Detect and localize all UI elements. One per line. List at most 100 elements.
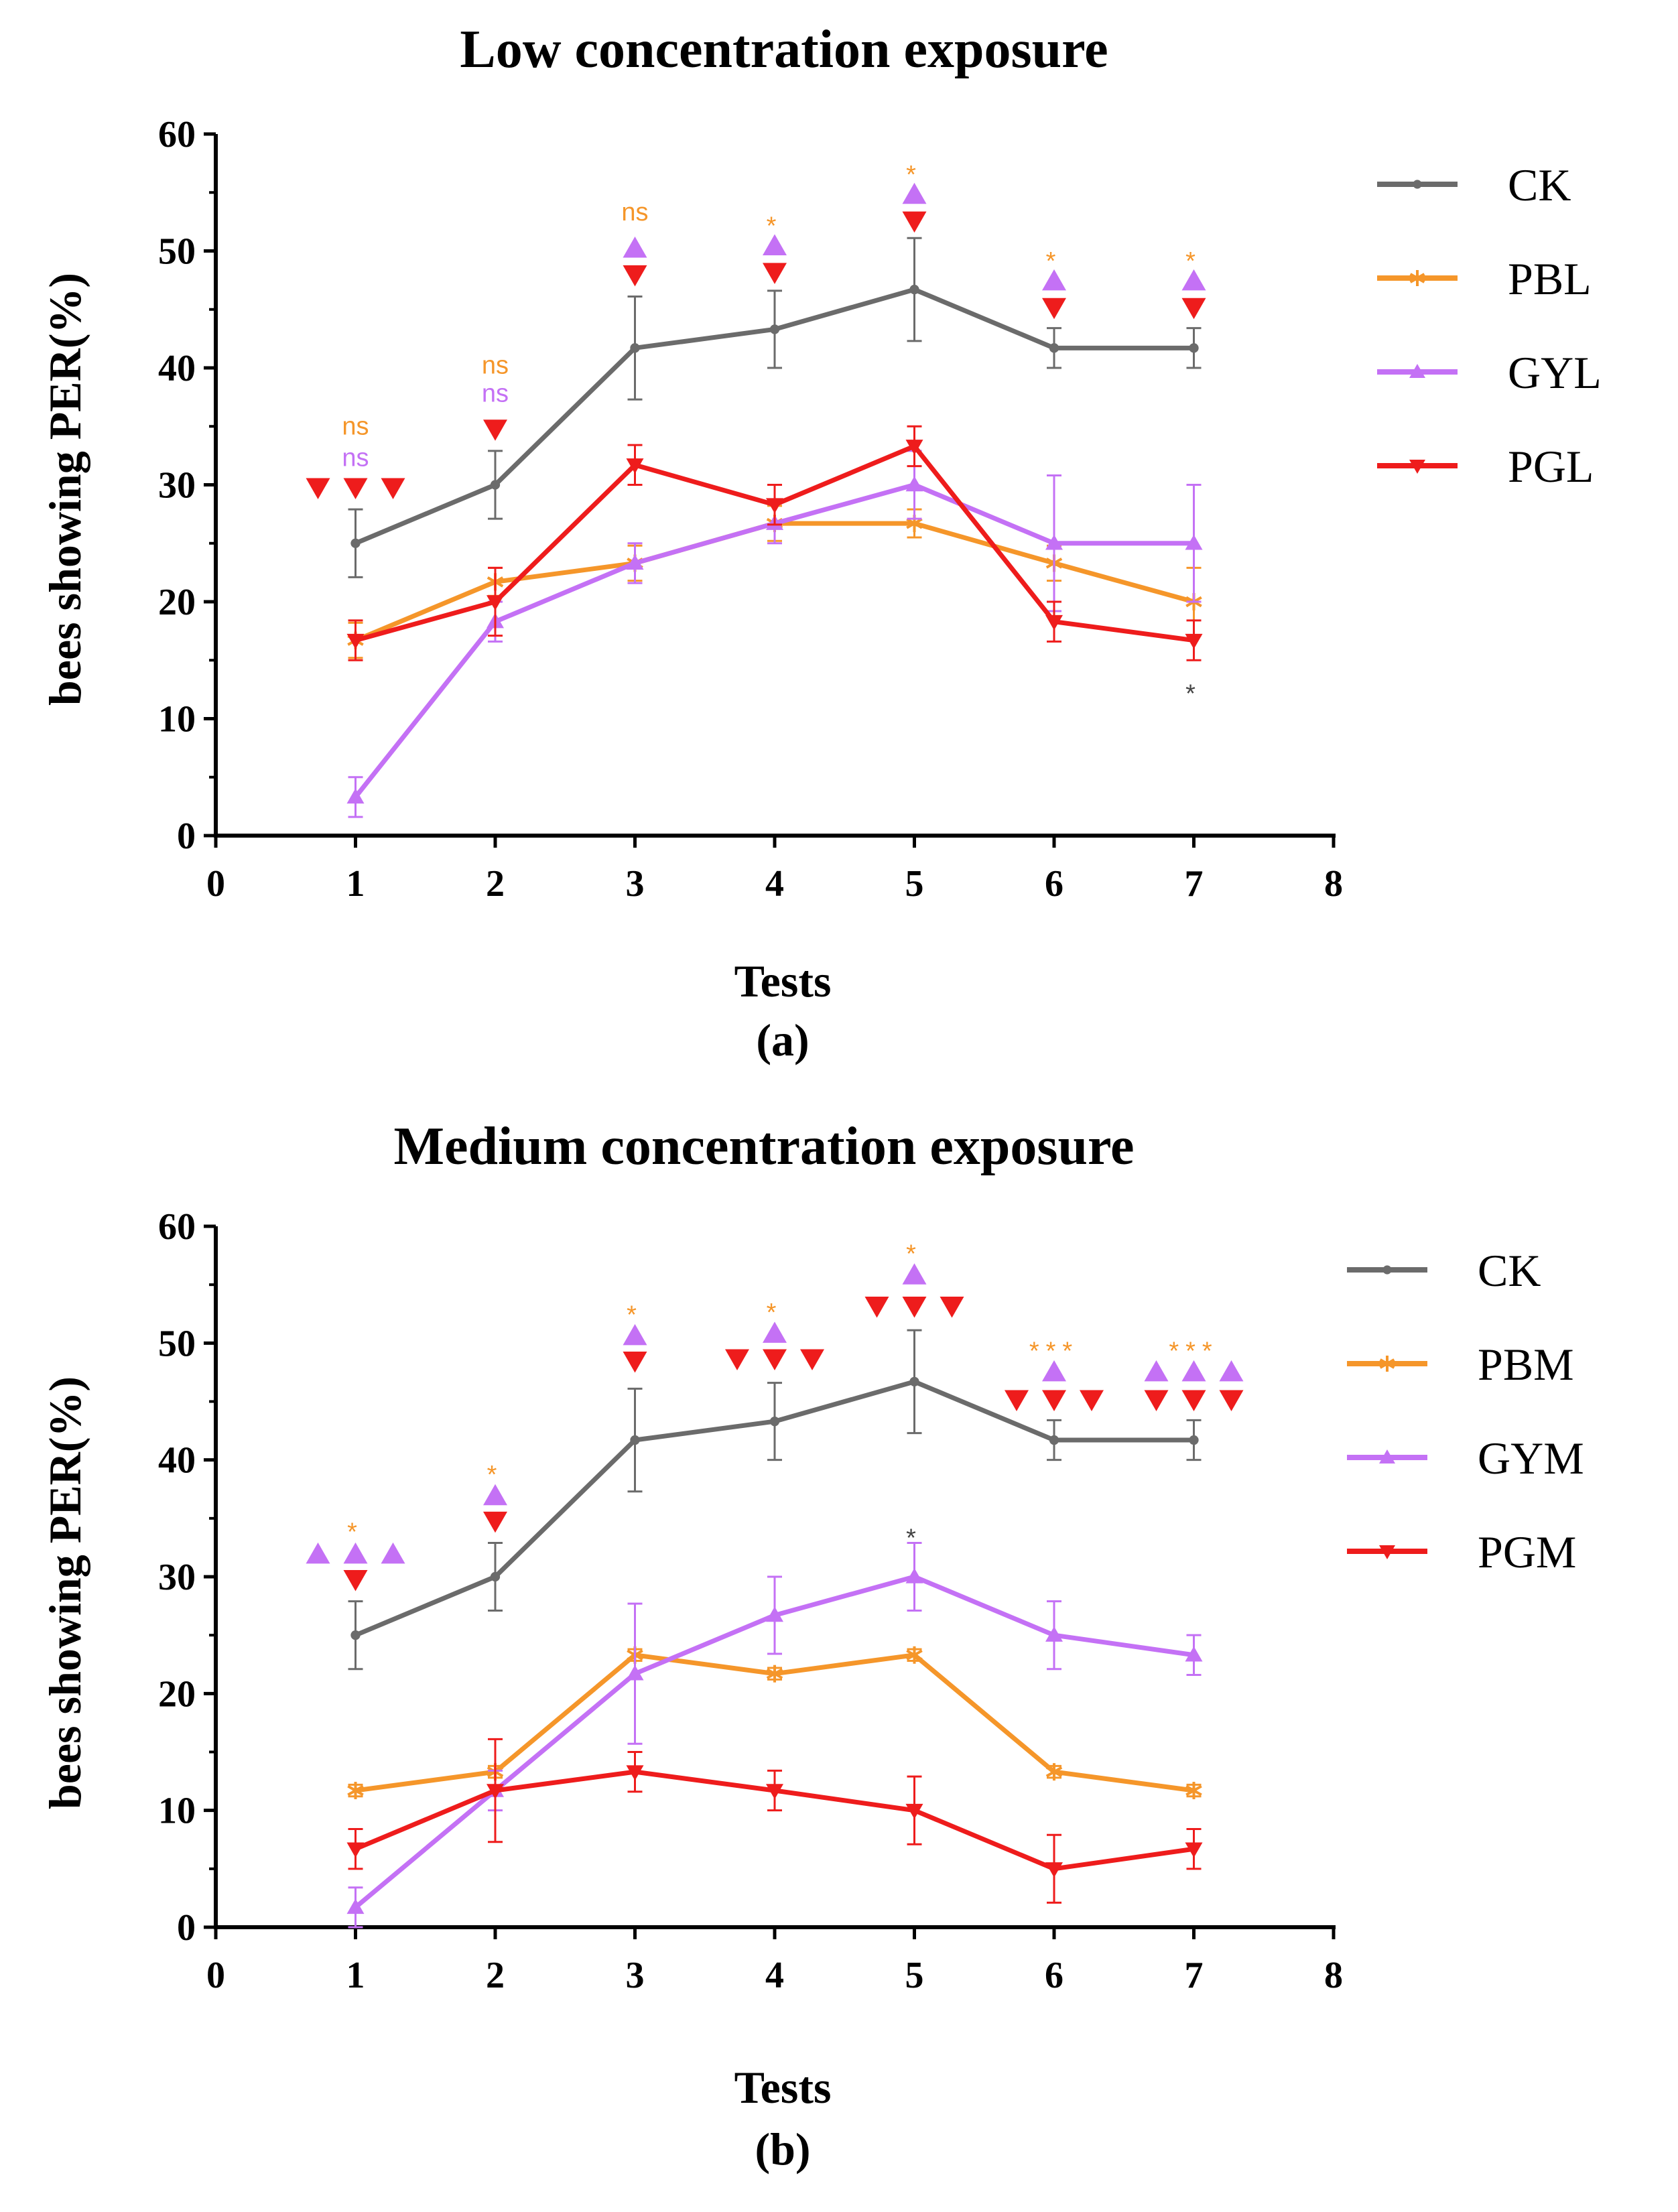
annotations: *** ***** **** (306, 1240, 1244, 1591)
significance-marker (1005, 1390, 1029, 1412)
chart-panel-b: Medium concentration exposure 0102030405… (40, 1117, 1584, 2174)
axes: 0 10 20 30 40 50 60 0 1 2 3 4 5 6 7 8 (158, 114, 1343, 905)
significance-marker (1080, 1390, 1104, 1412)
series-pgm (346, 1738, 1203, 1904)
data-point (906, 1646, 923, 1664)
data-point (1185, 633, 1203, 649)
significance-label: ns (482, 352, 509, 380)
significance-marker (725, 1349, 749, 1370)
x-tick-label: 2 (486, 863, 505, 905)
x-tick-label: 3 (626, 863, 645, 905)
significance-marker (623, 1323, 647, 1346)
data-point (1049, 1435, 1059, 1445)
y-tick-label: 40 (158, 348, 196, 389)
legend: CK PBL GYL PGL (1377, 159, 1602, 492)
chart-panel-a: Low concentration exposure 0102030405060… (40, 20, 1602, 1065)
significance-marker (381, 1542, 405, 1564)
series-layer (346, 237, 1203, 818)
significance-marker (306, 478, 330, 499)
data-point (1045, 534, 1063, 550)
significance-marker (381, 478, 405, 499)
data-point (347, 1782, 364, 1800)
y-tick-label: 30 (158, 1557, 196, 1598)
significance-marker (800, 1349, 824, 1370)
y-tick-label: 10 (158, 699, 196, 740)
significance-marker (623, 237, 647, 258)
significance-marker (306, 1542, 330, 1564)
significance-label: ns (621, 198, 648, 226)
significance-marker (1181, 1360, 1206, 1382)
x-tick-label: 2 (486, 1955, 505, 1996)
data-point (905, 1803, 923, 1819)
data-point (626, 554, 644, 570)
data-point (1049, 343, 1059, 353)
x-tick-label: 0 (206, 863, 225, 905)
data-point (346, 633, 365, 649)
significance-marker (1144, 1390, 1169, 1412)
significance-label: * (767, 1299, 783, 1327)
x-tick-label: 5 (905, 1955, 924, 1996)
significance-marker (1181, 298, 1206, 320)
legend-label: PBM (1478, 1339, 1574, 1390)
significance-marker (623, 1351, 647, 1373)
data-point (350, 538, 361, 548)
x-axis-label: Tests (734, 2062, 832, 2113)
significance-marker (763, 234, 787, 256)
star-stroke (1185, 1784, 1202, 1797)
significance-marker (1042, 1390, 1066, 1412)
y-axis-label: bees showing PER(%) (40, 1376, 90, 1809)
data-point (766, 498, 783, 514)
significance-marker (902, 1297, 927, 1318)
significance-label: * (627, 1301, 643, 1329)
data-point (630, 1435, 640, 1445)
significance-marker (343, 1569, 368, 1591)
significance-marker (902, 1263, 927, 1285)
significance-label: * (487, 1461, 504, 1489)
x-tick-label: 6 (1045, 863, 1063, 905)
significance-marker (1042, 298, 1066, 320)
star-stroke (347, 1784, 364, 1797)
data-point (909, 284, 919, 295)
y-tick-label: 30 (158, 465, 196, 507)
significance-label: ns (342, 444, 369, 472)
x-tick-label: 8 (1324, 863, 1343, 905)
x-tick-label: 7 (1185, 863, 1204, 905)
data-point (769, 324, 780, 334)
x-tick-label: 5 (905, 863, 924, 905)
data-point (1185, 1646, 1203, 1662)
star-stroke (1045, 1766, 1063, 1778)
chart-title: Medium concentration exposure (393, 1117, 1134, 1176)
data-point (909, 1376, 919, 1387)
significance-marker (902, 211, 927, 233)
significance-label: * (767, 212, 783, 241)
significance-marker (763, 263, 787, 284)
star-stroke (1409, 273, 1425, 283)
y-tick-label: 50 (158, 1323, 196, 1364)
legend-marker (1409, 364, 1425, 378)
x-tick-label: 6 (1045, 1955, 1063, 1996)
legend-marker (1409, 270, 1425, 286)
significance-marker (1042, 269, 1066, 291)
data-point (1189, 1435, 1199, 1445)
significance-marker (902, 182, 927, 204)
legend-item-ck: CK (1347, 1245, 1541, 1296)
series-gym (346, 1541, 1203, 1929)
axes: 0 10 20 30 40 50 60 0 1 2 3 4 5 6 7 8 (158, 1206, 1343, 1996)
series-ck (348, 1329, 1202, 1671)
y-tick-label: 0 (177, 816, 196, 857)
significance-marker (483, 1484, 507, 1506)
significance-label: *** (1169, 1337, 1218, 1365)
legend-item-pbl: PBL (1377, 253, 1592, 304)
legend-marker (1379, 1545, 1395, 1559)
legend-item-gyl: GYL (1377, 347, 1602, 398)
significance-marker (1042, 1360, 1066, 1382)
legend-label: PBL (1508, 253, 1592, 304)
significance-marker (483, 1511, 507, 1533)
data-point (766, 1784, 783, 1800)
significance-marker (864, 1297, 889, 1318)
x-tick-label: 7 (1185, 1955, 1204, 1996)
legend-item-pgl: PGL (1377, 441, 1594, 492)
x-tick-label: 1 (346, 1955, 365, 1996)
significance-marker (1181, 269, 1206, 291)
data-point (626, 458, 644, 474)
